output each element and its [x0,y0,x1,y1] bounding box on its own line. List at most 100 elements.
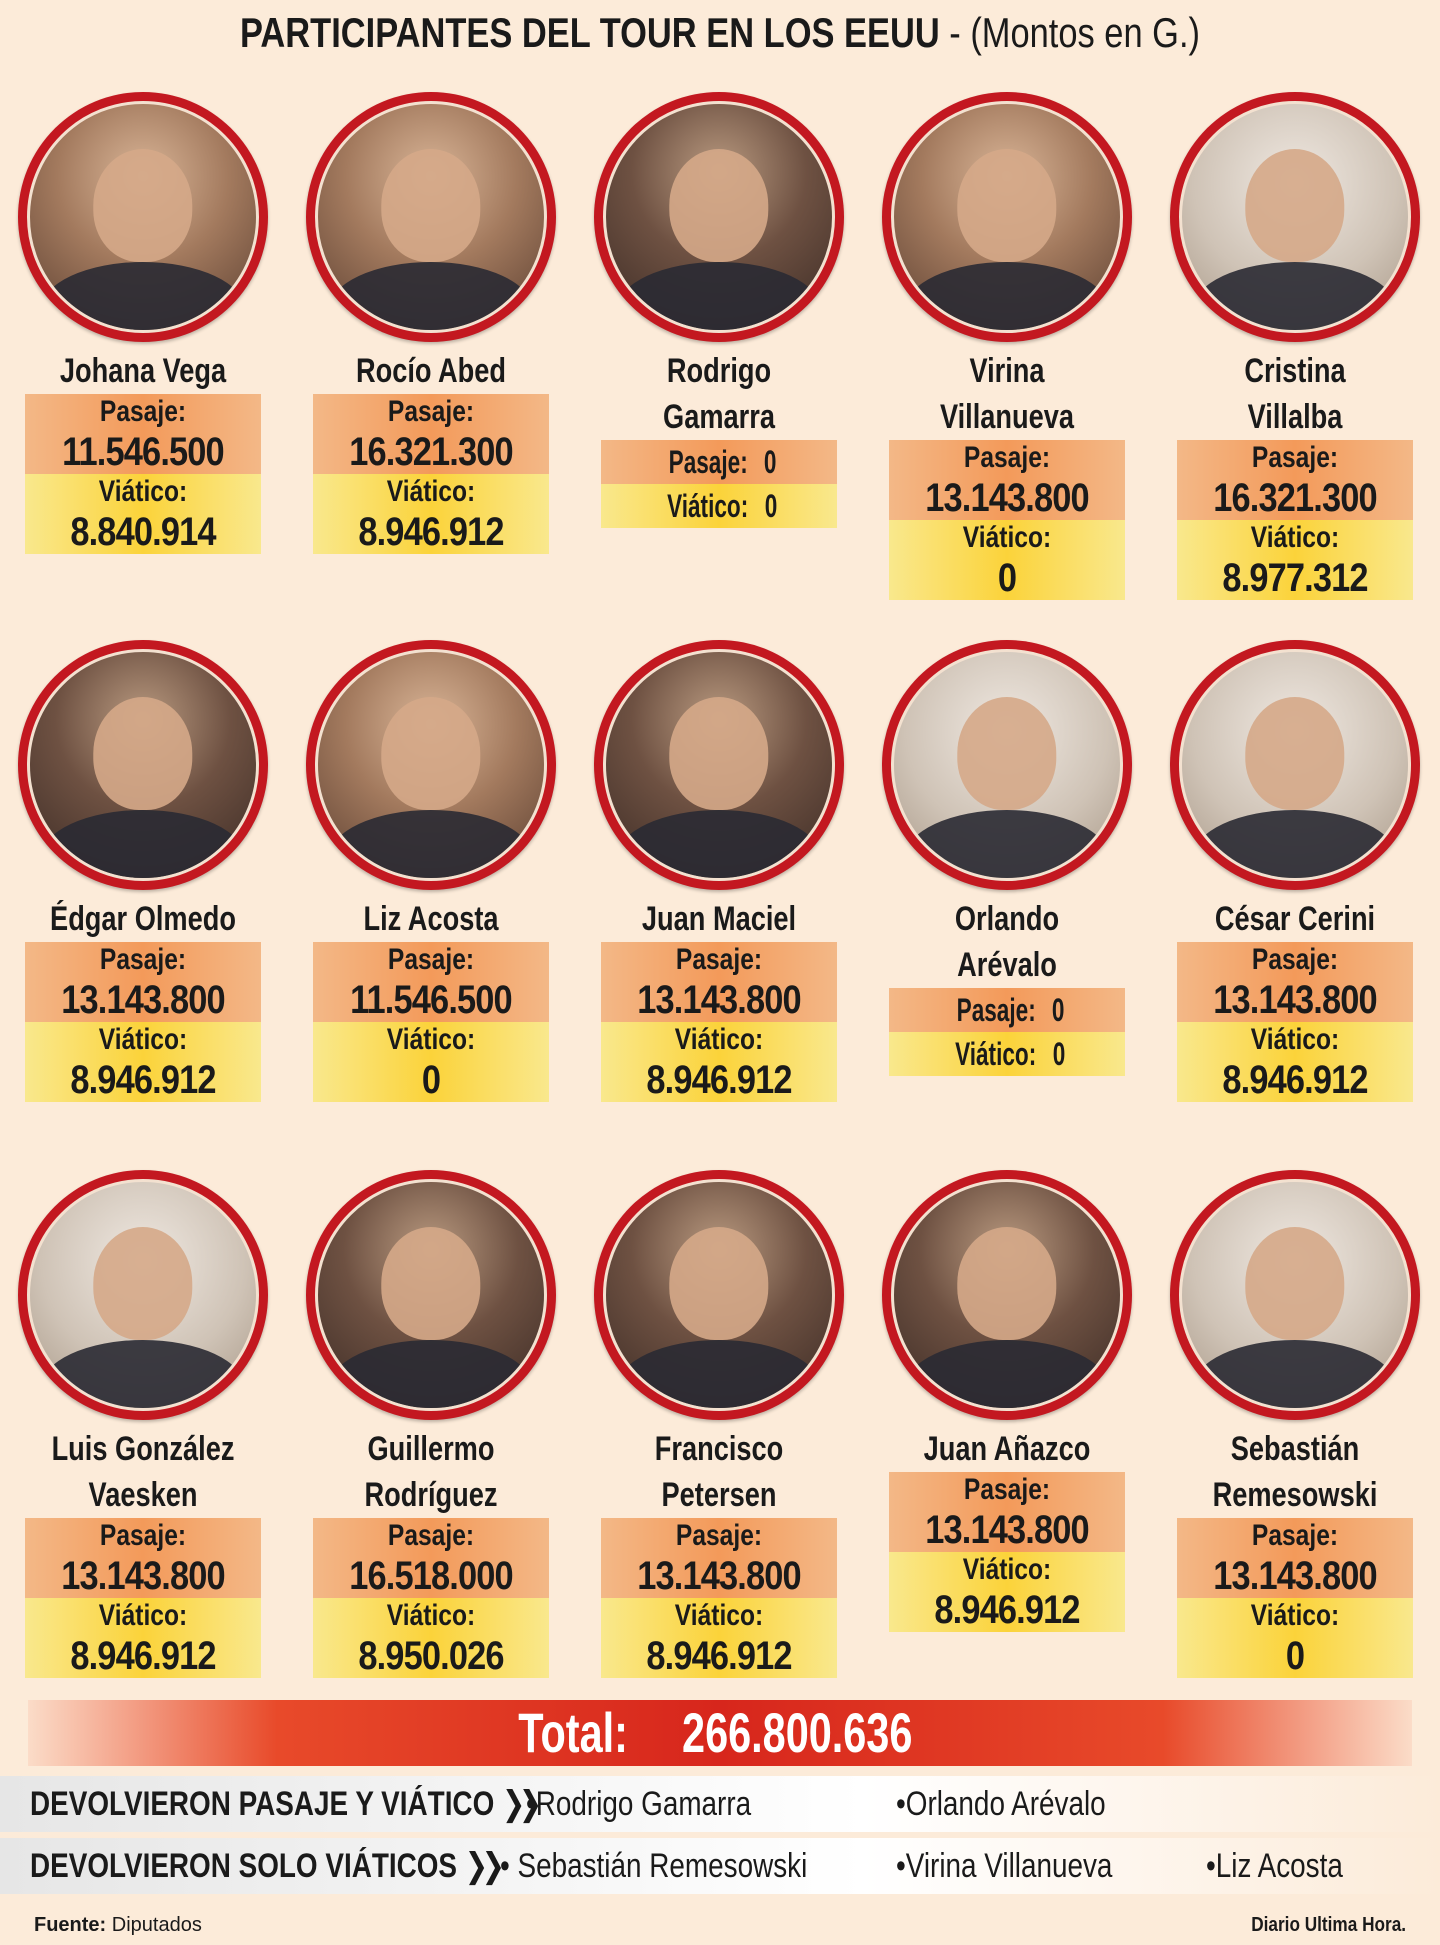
portrait-head-shape [93,697,193,811]
portrait-head-shape [93,149,193,263]
portrait-photo [18,640,268,890]
total-value: 266.800.636 [681,1701,913,1764]
viatico-value: 0 [997,556,1017,600]
source-note: Fuente: Diputados [34,1912,202,1938]
portrait-body-shape [41,262,245,330]
page-title: PARTICIPANTES DEL TOUR EN LOS EEUU - (Mo… [130,6,1311,60]
participant-name: Johana Vega [59,352,227,390]
pasaje-value: 13.143.800 [61,1554,225,1598]
participant-name: Liz Acosta [363,900,499,938]
viatico-value: 8.946.912 [1222,1058,1368,1102]
participant-name: Arévalo [957,946,1057,984]
viatico-value: 8.950.026 [358,1634,504,1678]
viatico-label: Viático: [98,475,188,508]
pasaje-band: Pasaje: 13.143.800 [889,1472,1125,1552]
pasaje-label: Pasaje: [668,444,748,480]
participant-name: Virina [969,352,1045,390]
pasaje-band: Pasaje: 0 [601,440,837,484]
portrait-head-shape [381,1227,481,1341]
double-chevron-icon: ❯❯ [464,1847,505,1885]
portrait-photo [1170,92,1420,342]
pasaje-band: Pasaje: 0 [889,988,1125,1032]
participant-card: Rocío Abed Pasaje: 16.321.300 Viático: 8.946… [306,92,556,554]
participant-card: Virina Villanueva Pasaje: 13.143.800 Viático… [882,92,1132,600]
returned-both-row: DEVOLVIERON PASAJE Y VIÁTICO ❯❯ •Rodrigo… [0,1776,1440,1832]
viatico-band: Viático: 8.977.312 [1177,520,1413,600]
portrait-photo [306,92,556,342]
pasaje-value: 16.321.300 [349,430,513,474]
portrait-body-shape [41,810,245,878]
portrait-head-shape [957,149,1057,263]
pasaje-band: Pasaje: 11.546.500 [313,942,549,1022]
participant-name: Luis González [51,1430,235,1468]
portrait-photo [1170,1170,1420,1420]
title-sub: - (Montos en G.) [949,9,1201,56]
portrait-image [27,649,259,881]
portrait-image [603,649,835,881]
portrait-head-shape [957,697,1057,811]
viatico-value: 0 [421,1058,441,1102]
pasaje-band: Pasaje: 13.143.800 [889,440,1125,520]
returned-viaticos-item: • Sebastián Remesowski [500,1847,808,1885]
viatico-value: 8.977.312 [1222,556,1368,600]
pasaje-value: 16.518.000 [349,1554,513,1598]
portrait-head-shape [93,1227,193,1341]
viatico-value: 0 [764,488,778,524]
participant-card: Luis González Vaesken Pasaje: 13.143.800 Viá… [18,1170,268,1678]
pasaje-label: Pasaje: [956,992,1036,1028]
portrait-body-shape [905,810,1109,878]
participant-name: Juan Añazco [923,1430,1091,1468]
viatico-band: Viático: 8.946.912 [25,1022,261,1102]
total-label: Total: [517,1701,628,1764]
returned-viaticos-row: DEVOLVIERON SOLO VIÁTICOS ❯❯ • Sebastián… [0,1838,1440,1894]
portrait-image [891,649,1123,881]
pasaje-band: Pasaje: 13.143.800 [1177,1518,1413,1598]
portrait-image [27,101,259,333]
viatico-label: Viático: [386,1023,476,1056]
viatico-value: 8.946.912 [70,1058,216,1102]
participant-card: Johana Vega Pasaje: 11.546.500 Viático: 8.84… [18,92,268,554]
portrait-body-shape [41,1340,245,1408]
portrait-head-shape [381,149,481,263]
pasaje-label: Pasaje: [99,395,187,428]
returned-viaticos-item: •Virina Villanueva [896,1847,1113,1885]
pasaje-value: 11.546.500 [350,978,513,1022]
pasaje-band: Pasaje: 13.143.800 [25,1518,261,1598]
pasaje-band: Pasaje: 13.143.800 [601,942,837,1022]
participant-card: Cristina Villalba Pasaje: 16.321.300 Viático… [1170,92,1420,600]
participant-card: Sebastián Remesowski Pasaje: 13.143.800 Viát… [1170,1170,1420,1678]
viatico-label: Viático: [98,1023,188,1056]
participant-name: César Cerini [1214,900,1376,938]
viatico-label: Viático: [962,1553,1052,1586]
participant-name: Francisco [654,1430,784,1468]
portrait-photo [594,1170,844,1420]
pasaje-label: Pasaje: [1251,441,1339,474]
portrait-body-shape [617,1340,821,1408]
portrait-image [315,649,547,881]
viatico-value: 8.946.912 [646,1058,792,1102]
participant-name: Juan Maciel [641,900,797,938]
pasaje-value: 13.143.800 [637,978,801,1022]
viatico-band: Viático: 0 [889,520,1125,600]
participant-name: Villanueva [939,398,1075,436]
pasaje-label: Pasaje: [963,441,1051,474]
total-bar: Total: 266.800.636 [28,1700,1412,1766]
participant-name: Rodríguez [364,1476,498,1514]
portrait-image [603,101,835,333]
portrait-head-shape [957,1227,1057,1341]
viatico-band: Viático: 8.946.912 [25,1598,261,1678]
pasaje-value: 0 [1051,992,1065,1028]
portrait-photo [882,640,1132,890]
viatico-band: Viático: 0 [601,484,837,528]
viatico-band: Viático: 8.946.912 [1177,1022,1413,1102]
pasaje-label: Pasaje: [99,1519,187,1552]
portrait-head-shape [381,697,481,811]
pasaje-value: 11.546.500 [62,430,225,474]
participant-name: Sebastián [1230,1430,1360,1468]
viatico-label: Viático: [1250,521,1340,554]
portrait-body-shape [329,1340,533,1408]
participant-card: Liz Acosta Pasaje: 11.546.500 Viático: 0 [306,640,556,1102]
pasaje-label: Pasaje: [675,943,763,976]
viatico-label: Viático: [674,1599,764,1632]
